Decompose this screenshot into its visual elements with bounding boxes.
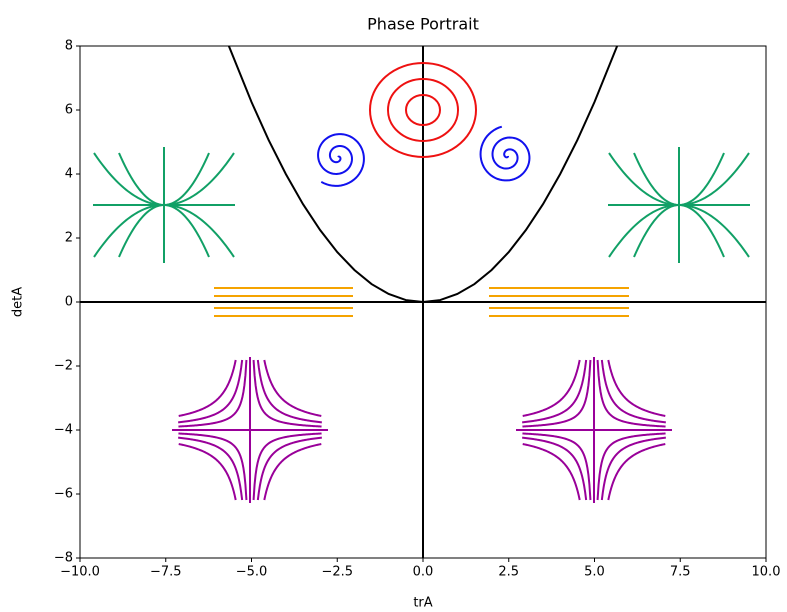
x-tick-label: 2.5 bbox=[498, 565, 519, 580]
chart-title: Phase Portrait bbox=[367, 15, 479, 34]
y-tick-label: 2 bbox=[65, 231, 73, 246]
saddle-glyph bbox=[179, 444, 236, 500]
y-tick-label: 6 bbox=[65, 103, 73, 118]
saddle-glyph bbox=[523, 360, 580, 416]
saddle-glyph bbox=[608, 360, 665, 416]
y-tick-label: −8 bbox=[54, 551, 73, 566]
spiral-glyph bbox=[318, 134, 364, 186]
saddle-glyph bbox=[598, 360, 666, 427]
y-tick-label: 0 bbox=[65, 295, 73, 310]
spiral-glyph bbox=[481, 127, 530, 181]
x-tick-label: 10.0 bbox=[752, 565, 781, 580]
x-tick-label: 7.5 bbox=[670, 565, 691, 580]
x-axis-label: trA bbox=[413, 596, 432, 611]
chart: Phase Portrait trA detA −10.0 −7.5 −5.0 −2.… bbox=[0, 0, 787, 612]
saddle-glyph bbox=[179, 360, 236, 416]
y-tick-label: −6 bbox=[54, 487, 73, 502]
x-tick-label: −2.5 bbox=[321, 565, 353, 580]
x-tick-label: −10.0 bbox=[60, 565, 100, 580]
saddle-glyph bbox=[522, 433, 590, 500]
y-tick-label: 4 bbox=[65, 167, 73, 182]
saddle-glyph bbox=[264, 360, 321, 416]
saddle-glyph bbox=[523, 444, 580, 500]
y-axis-label: detA bbox=[11, 287, 26, 317]
y-tick-label: −2 bbox=[54, 359, 73, 374]
y-tick-label: 8 bbox=[65, 39, 73, 54]
saddle-glyph bbox=[254, 433, 322, 500]
x-tick-label: −7.5 bbox=[150, 565, 182, 580]
saddle-glyph bbox=[522, 360, 590, 427]
x-tick-label: 5.0 bbox=[584, 565, 605, 580]
saddle-glyph bbox=[264, 444, 321, 500]
saddle-glyph bbox=[608, 444, 665, 500]
saddle-glyph bbox=[254, 360, 322, 427]
x-tick-label: 0.0 bbox=[413, 565, 434, 580]
saddle-glyph bbox=[598, 433, 666, 500]
saddle-glyph bbox=[178, 360, 246, 427]
y-tick-label: −4 bbox=[54, 423, 73, 438]
saddle-glyph bbox=[178, 433, 246, 500]
x-tick-label: −5.0 bbox=[236, 565, 268, 580]
